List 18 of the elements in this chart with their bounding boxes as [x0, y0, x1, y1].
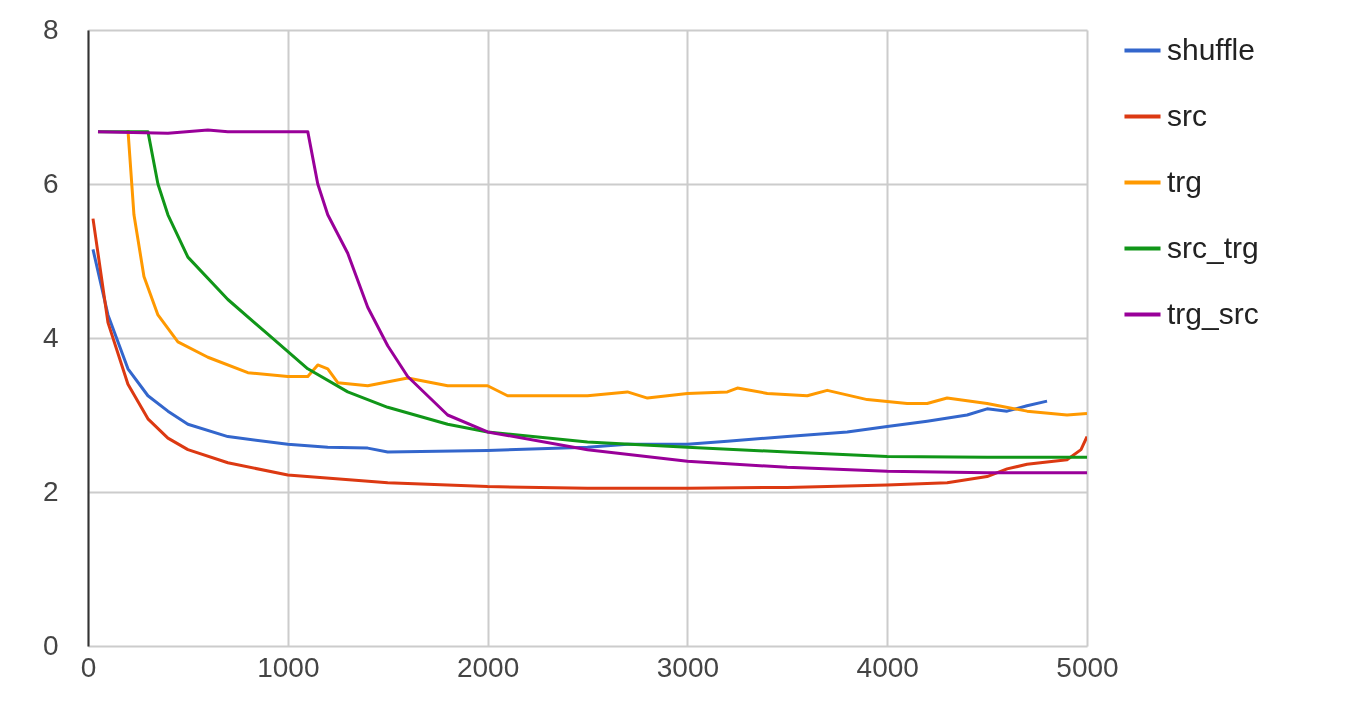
legend-label: src_trg: [1167, 230, 1259, 264]
legend-label: shuffle: [1167, 32, 1255, 66]
legend-label: trg_src: [1167, 296, 1259, 330]
y-tick-label: 4: [42, 321, 59, 353]
x-tick-label: 1000: [257, 651, 320, 683]
x-tick-label: 3000: [656, 651, 720, 683]
legend-label: src: [1167, 98, 1207, 132]
y-tick-label: 8: [42, 13, 59, 45]
line-series: [91, 217, 1087, 490]
x-tick-label: 2000: [456, 651, 520, 683]
y-tick-label: 0: [42, 629, 59, 661]
line-series: [91, 247, 1049, 454]
x-tick-label: 4000: [856, 651, 919, 683]
x-tick-label: 0: [80, 651, 97, 683]
x-tick-label: 5000: [1056, 651, 1119, 683]
legend-label: trg: [1167, 164, 1203, 198]
y-tick-label: 6: [42, 167, 59, 199]
y-tick-label: 2: [42, 475, 59, 507]
